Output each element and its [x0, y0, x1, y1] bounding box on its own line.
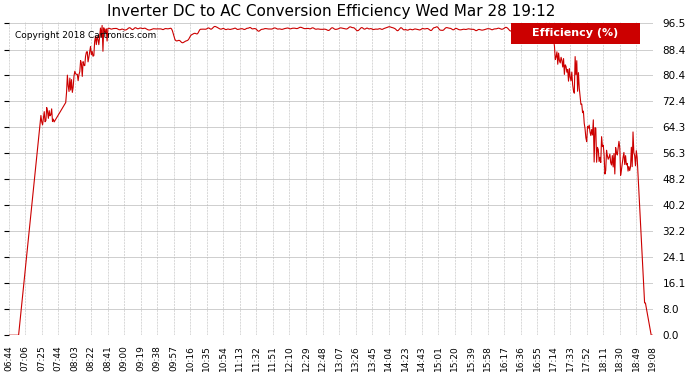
Title: Inverter DC to AC Conversion Efficiency Wed Mar 28 19:12: Inverter DC to AC Conversion Efficiency … [106, 4, 555, 19]
Text: Copyright 2018 Cartronics.com: Copyright 2018 Cartronics.com [15, 31, 157, 40]
